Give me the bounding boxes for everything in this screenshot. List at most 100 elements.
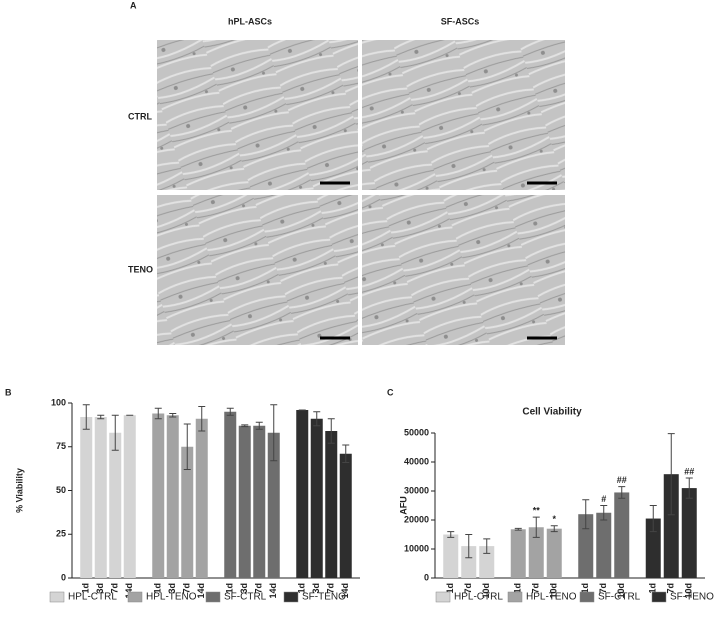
error-bar: [550, 525, 558, 533]
y-tick-label: 0: [424, 572, 429, 582]
annotation: #: [601, 494, 606, 504]
x-tick-label: 7d: [326, 583, 336, 594]
x-tick-label: 7d: [598, 583, 608, 594]
y-tick-label: 75: [56, 441, 66, 451]
x-tick-label: 3d: [167, 583, 177, 594]
legend-swatch: [651, 591, 667, 603]
x-tick-label: 1d: [225, 583, 235, 594]
x-tick-label: 3d: [95, 583, 105, 594]
x-tick-label: 3d: [239, 583, 249, 594]
x-tick-label: 10d: [616, 583, 626, 599]
error-bar: [532, 516, 540, 538]
error-bar: [198, 406, 206, 432]
legend-swatch: [283, 591, 299, 603]
bar: [181, 446, 194, 578]
error-bar: [154, 407, 162, 420]
legend-label: SF-CTRL: [598, 592, 641, 603]
y-tick-label: 30000: [404, 485, 429, 495]
bar: [166, 415, 179, 578]
micrograph: [157, 195, 358, 345]
x-tick-label: 3d: [311, 583, 321, 594]
error-bar: [183, 423, 191, 470]
error-bar: [111, 414, 119, 451]
error-bar: [600, 505, 608, 521]
bar: [443, 534, 459, 578]
bar: [479, 546, 495, 578]
bar: [578, 514, 594, 578]
x-tick-label: 7d: [531, 583, 541, 594]
x-tick-label: 10d: [549, 583, 559, 599]
bar: [510, 529, 526, 578]
legend-label: HPL-TENO: [146, 592, 197, 603]
panel-label: C: [387, 387, 394, 397]
y-axis-label: AFU: [398, 496, 408, 515]
bar: [109, 432, 122, 578]
error-bar: [313, 411, 321, 427]
bar: [325, 431, 338, 578]
row-label: CTRL: [128, 111, 152, 121]
micrographs: [157, 40, 565, 345]
x-tick-label: 10d: [481, 583, 491, 599]
x-tick-label: 1d: [580, 583, 590, 594]
legend-label: SF-TENO: [302, 592, 346, 603]
bar: [123, 415, 136, 578]
bar: [645, 518, 661, 578]
error-bar: [327, 418, 335, 444]
error-bar: [465, 534, 473, 559]
x-tick-label: 14d: [196, 583, 206, 599]
column-label: SF-ASCs: [441, 16, 480, 26]
x-tick-label: 1d: [648, 583, 658, 594]
panel-label: A: [130, 0, 137, 10]
error-bar: [342, 444, 350, 463]
annotation: **: [533, 505, 541, 515]
legend-label: SF-TENO: [670, 592, 714, 603]
error-bar: [226, 407, 234, 416]
error-bar: [582, 499, 590, 530]
micrograph: [157, 40, 358, 190]
bar: [80, 417, 93, 578]
bar: [461, 546, 477, 578]
bar: [152, 413, 165, 578]
error-bar: [514, 527, 522, 531]
y-tick-label: 25: [56, 529, 66, 539]
panel-label: B: [5, 387, 12, 397]
annotation: ##: [684, 466, 694, 476]
x-tick-label: 7d: [463, 583, 473, 594]
bar: [253, 425, 266, 578]
annotation: *: [552, 514, 556, 524]
legend-swatch: [435, 591, 451, 603]
bar: [596, 512, 612, 578]
y-tick-label: 50000: [404, 427, 429, 437]
error-bar: [82, 404, 90, 430]
bar: [681, 488, 697, 578]
x-tick-label: 7d: [182, 583, 192, 594]
error-bar: [97, 414, 105, 420]
error-bar: [685, 477, 693, 499]
y-tick-label: 20000: [404, 514, 429, 524]
y-tick-label: 10000: [404, 543, 429, 553]
chart-title: Cell Viability: [522, 407, 582, 418]
x-tick-label: 1d: [445, 583, 455, 594]
error-bar: [618, 486, 626, 499]
bar: [546, 528, 562, 578]
y-tick-label: 40000: [404, 456, 429, 466]
error-bar: [667, 433, 675, 516]
row-label: TENO: [128, 264, 153, 274]
error-bar: [241, 424, 249, 428]
y-axis-label: % Viability: [14, 468, 24, 513]
x-tick-label: 14d: [124, 583, 134, 599]
x-tick-label: 7d: [666, 583, 676, 594]
micrograph: [362, 40, 565, 190]
x-tick-label: 7d: [254, 583, 264, 594]
error-bar: [270, 404, 278, 462]
bar: [267, 432, 280, 578]
legend-swatch: [205, 591, 221, 603]
legend-swatch: [49, 591, 65, 603]
x-tick-label: 10d: [684, 583, 694, 599]
x-tick-label: 1d: [297, 583, 307, 594]
bar: [224, 411, 237, 578]
x-tick-label: 1d: [153, 583, 163, 594]
column-label: hPL-ASCs: [228, 16, 272, 26]
legend-swatch: [127, 591, 143, 603]
